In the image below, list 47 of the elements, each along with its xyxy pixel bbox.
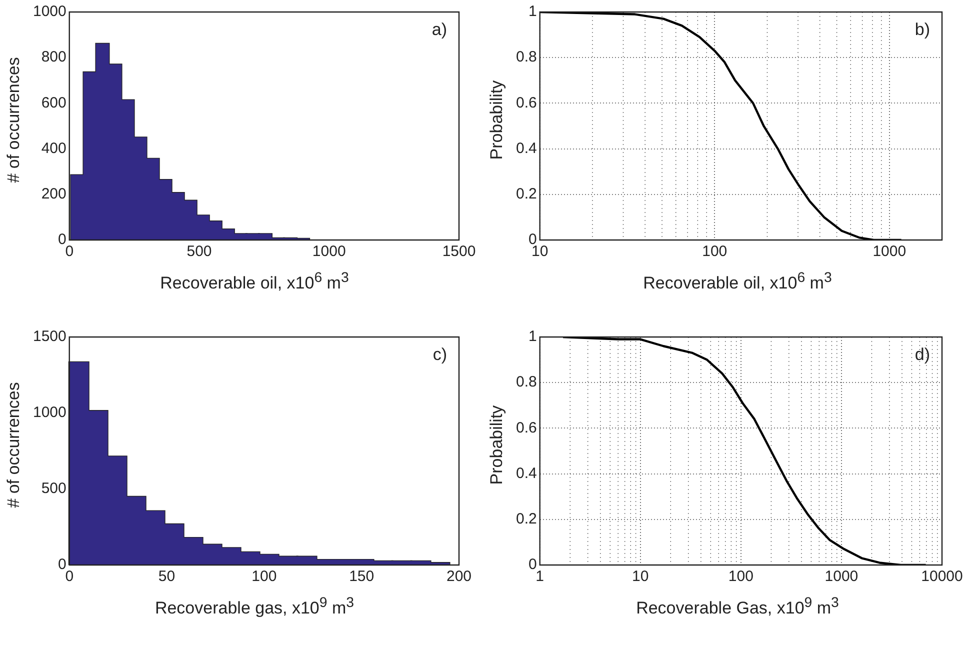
y-tick-label: 0 bbox=[528, 556, 537, 574]
x-tick-label: 50 bbox=[158, 568, 176, 586]
x-tick-label: 200 bbox=[446, 568, 472, 586]
y-tick-label: 1000 bbox=[32, 3, 66, 20]
y-axis-title: Probability bbox=[487, 80, 507, 160]
y-tick-label: 1000 bbox=[32, 404, 66, 422]
y-tick-label: 400 bbox=[41, 140, 66, 157]
y-tick-label: 1 bbox=[528, 3, 537, 20]
x-tick-label: 10000 bbox=[921, 568, 963, 586]
y-axis-title: # of occurrences bbox=[4, 57, 24, 183]
x-tick-label: 100 bbox=[252, 568, 277, 586]
y-axis-title: # of occurrences bbox=[4, 382, 24, 508]
y-tick-label: 0.2 bbox=[516, 510, 537, 528]
x-tick-label: 10 bbox=[532, 243, 548, 260]
x-tick-label: 100 bbox=[728, 568, 754, 586]
y-tick-label: 0.6 bbox=[516, 419, 537, 436]
y-tick-label: 0.8 bbox=[516, 48, 537, 66]
x-axis-title: Recoverable Gas, x10$^{9}$ m$^{3}$ bbox=[635, 595, 840, 619]
y-tick-label: 0 bbox=[58, 231, 66, 248]
x-tick-label: 10 bbox=[632, 568, 649, 586]
x-tick-label: 1000 bbox=[824, 568, 858, 586]
y-tick-label: 0 bbox=[58, 556, 66, 574]
x-tick-label: 1000 bbox=[312, 243, 346, 260]
y-tick-label: 0.2 bbox=[516, 186, 537, 203]
annotation: c) bbox=[432, 345, 447, 364]
x-tick-label: 100 bbox=[702, 243, 728, 260]
y-tick-label: 800 bbox=[41, 48, 66, 66]
y-tick-label: 500 bbox=[41, 480, 66, 498]
x-tick-label: 1500 bbox=[442, 243, 476, 260]
y-tick-label: 0.4 bbox=[516, 464, 537, 482]
annotation: b) bbox=[914, 20, 930, 40]
x-tick-label: 150 bbox=[349, 568, 374, 586]
x-axis-title: Recoverable oil, x10$^{6}$ m$^{3}$ bbox=[159, 270, 350, 294]
y-tick-label: 0.4 bbox=[516, 140, 537, 157]
annotation: d) bbox=[914, 345, 930, 364]
y-tick-label: 0.6 bbox=[516, 94, 537, 112]
y-tick-label: 1500 bbox=[32, 328, 66, 346]
x-tick-label: 500 bbox=[186, 243, 212, 260]
annotation: a) bbox=[432, 20, 447, 40]
x-axis-title: Recoverable gas, x10$^{9}$ m$^{3}$ bbox=[154, 595, 356, 619]
x-axis-title: Recoverable oil, x10$^{6}$ m$^{3}$ bbox=[642, 270, 833, 294]
y-axis-title: Probability bbox=[487, 405, 507, 485]
y-tick-label: 1 bbox=[528, 328, 537, 346]
y-tick-label: 600 bbox=[41, 94, 66, 112]
y-tick-label: 0.8 bbox=[516, 374, 537, 391]
x-tick-label: 1000 bbox=[872, 243, 906, 260]
y-tick-label: 200 bbox=[41, 186, 66, 203]
